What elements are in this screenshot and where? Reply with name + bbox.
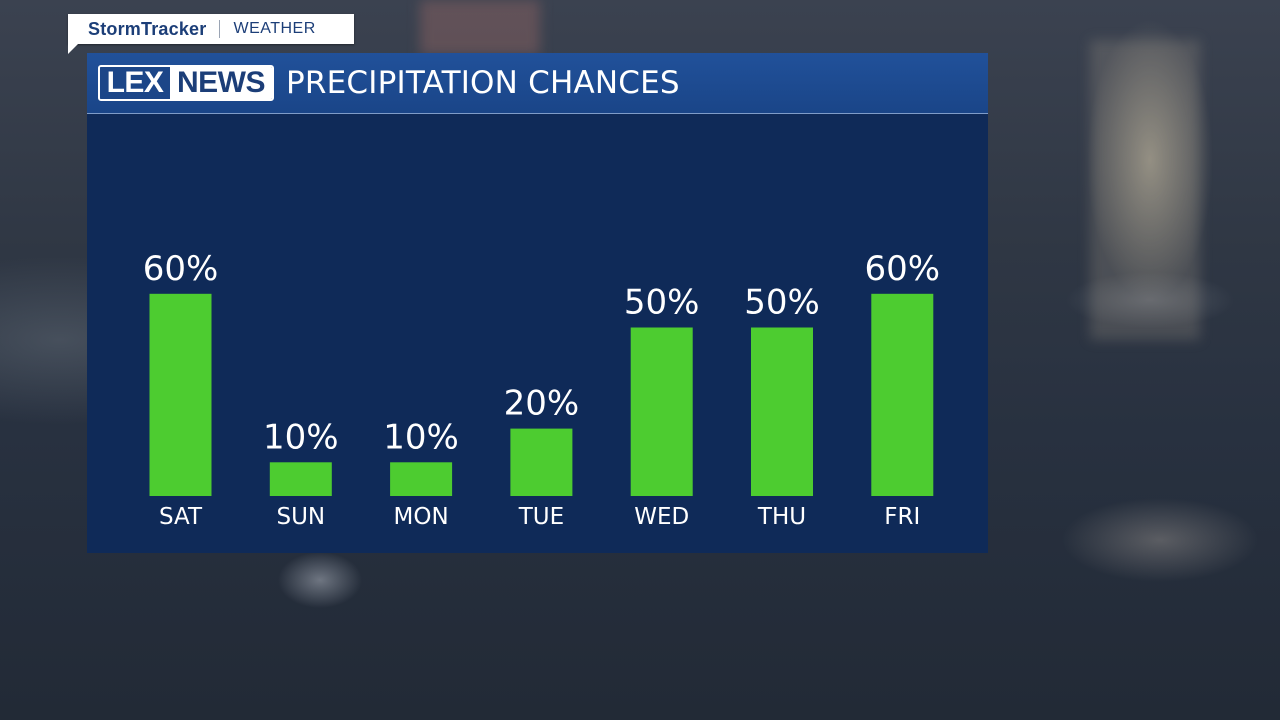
value-label-sat: 60% [143, 249, 219, 289]
stormtracker-tag: StormTracker WEATHER [68, 14, 354, 54]
background-reflection [420, 0, 540, 55]
logo-lex-text: LEX [100, 67, 170, 99]
day-label-tue: TUE [518, 504, 564, 530]
stormtracker-brand: StormTracker [88, 18, 207, 39]
day-label-thu: THU [757, 504, 806, 530]
precipitation-bar-chart: 60% SAT 10% SUN 10% MON 20% TUE 50% WED 50% THU 60% F… [143, 249, 941, 530]
bar-sat [149, 293, 212, 496]
background-reflection [1090, 40, 1200, 340]
bar-wed [630, 327, 693, 496]
day-label-sun: SUN [276, 504, 325, 530]
chart-title: PRECIPITATION CHANCES [286, 65, 680, 101]
panel-header: LEX NEWS PRECIPITATION CHANCES [87, 53, 988, 114]
logo-news-text: NEWS [170, 67, 272, 99]
day-label-fri: FRI [884, 504, 920, 530]
day-label-sat: SAT [159, 504, 203, 530]
value-label-fri: 60% [865, 249, 941, 289]
value-label-thu: 50% [744, 283, 820, 323]
weather-section-label: WEATHER [233, 20, 316, 37]
bar-sun [269, 462, 332, 496]
bar-fri [871, 293, 934, 496]
value-label-mon: 10% [383, 417, 459, 457]
tag-tail [68, 44, 78, 54]
day-label-mon: MON [394, 504, 449, 530]
bar-mon [390, 462, 453, 496]
day-label-wed: WED [634, 504, 689, 530]
value-label-wed: 50% [624, 283, 700, 323]
tag-divider [219, 20, 221, 38]
bar-thu [751, 327, 813, 496]
value-label-tue: 20% [504, 384, 580, 424]
bar-tue [510, 428, 573, 496]
value-label-sun: 10% [263, 417, 339, 457]
lex-news-logo: LEX NEWS [98, 65, 274, 101]
